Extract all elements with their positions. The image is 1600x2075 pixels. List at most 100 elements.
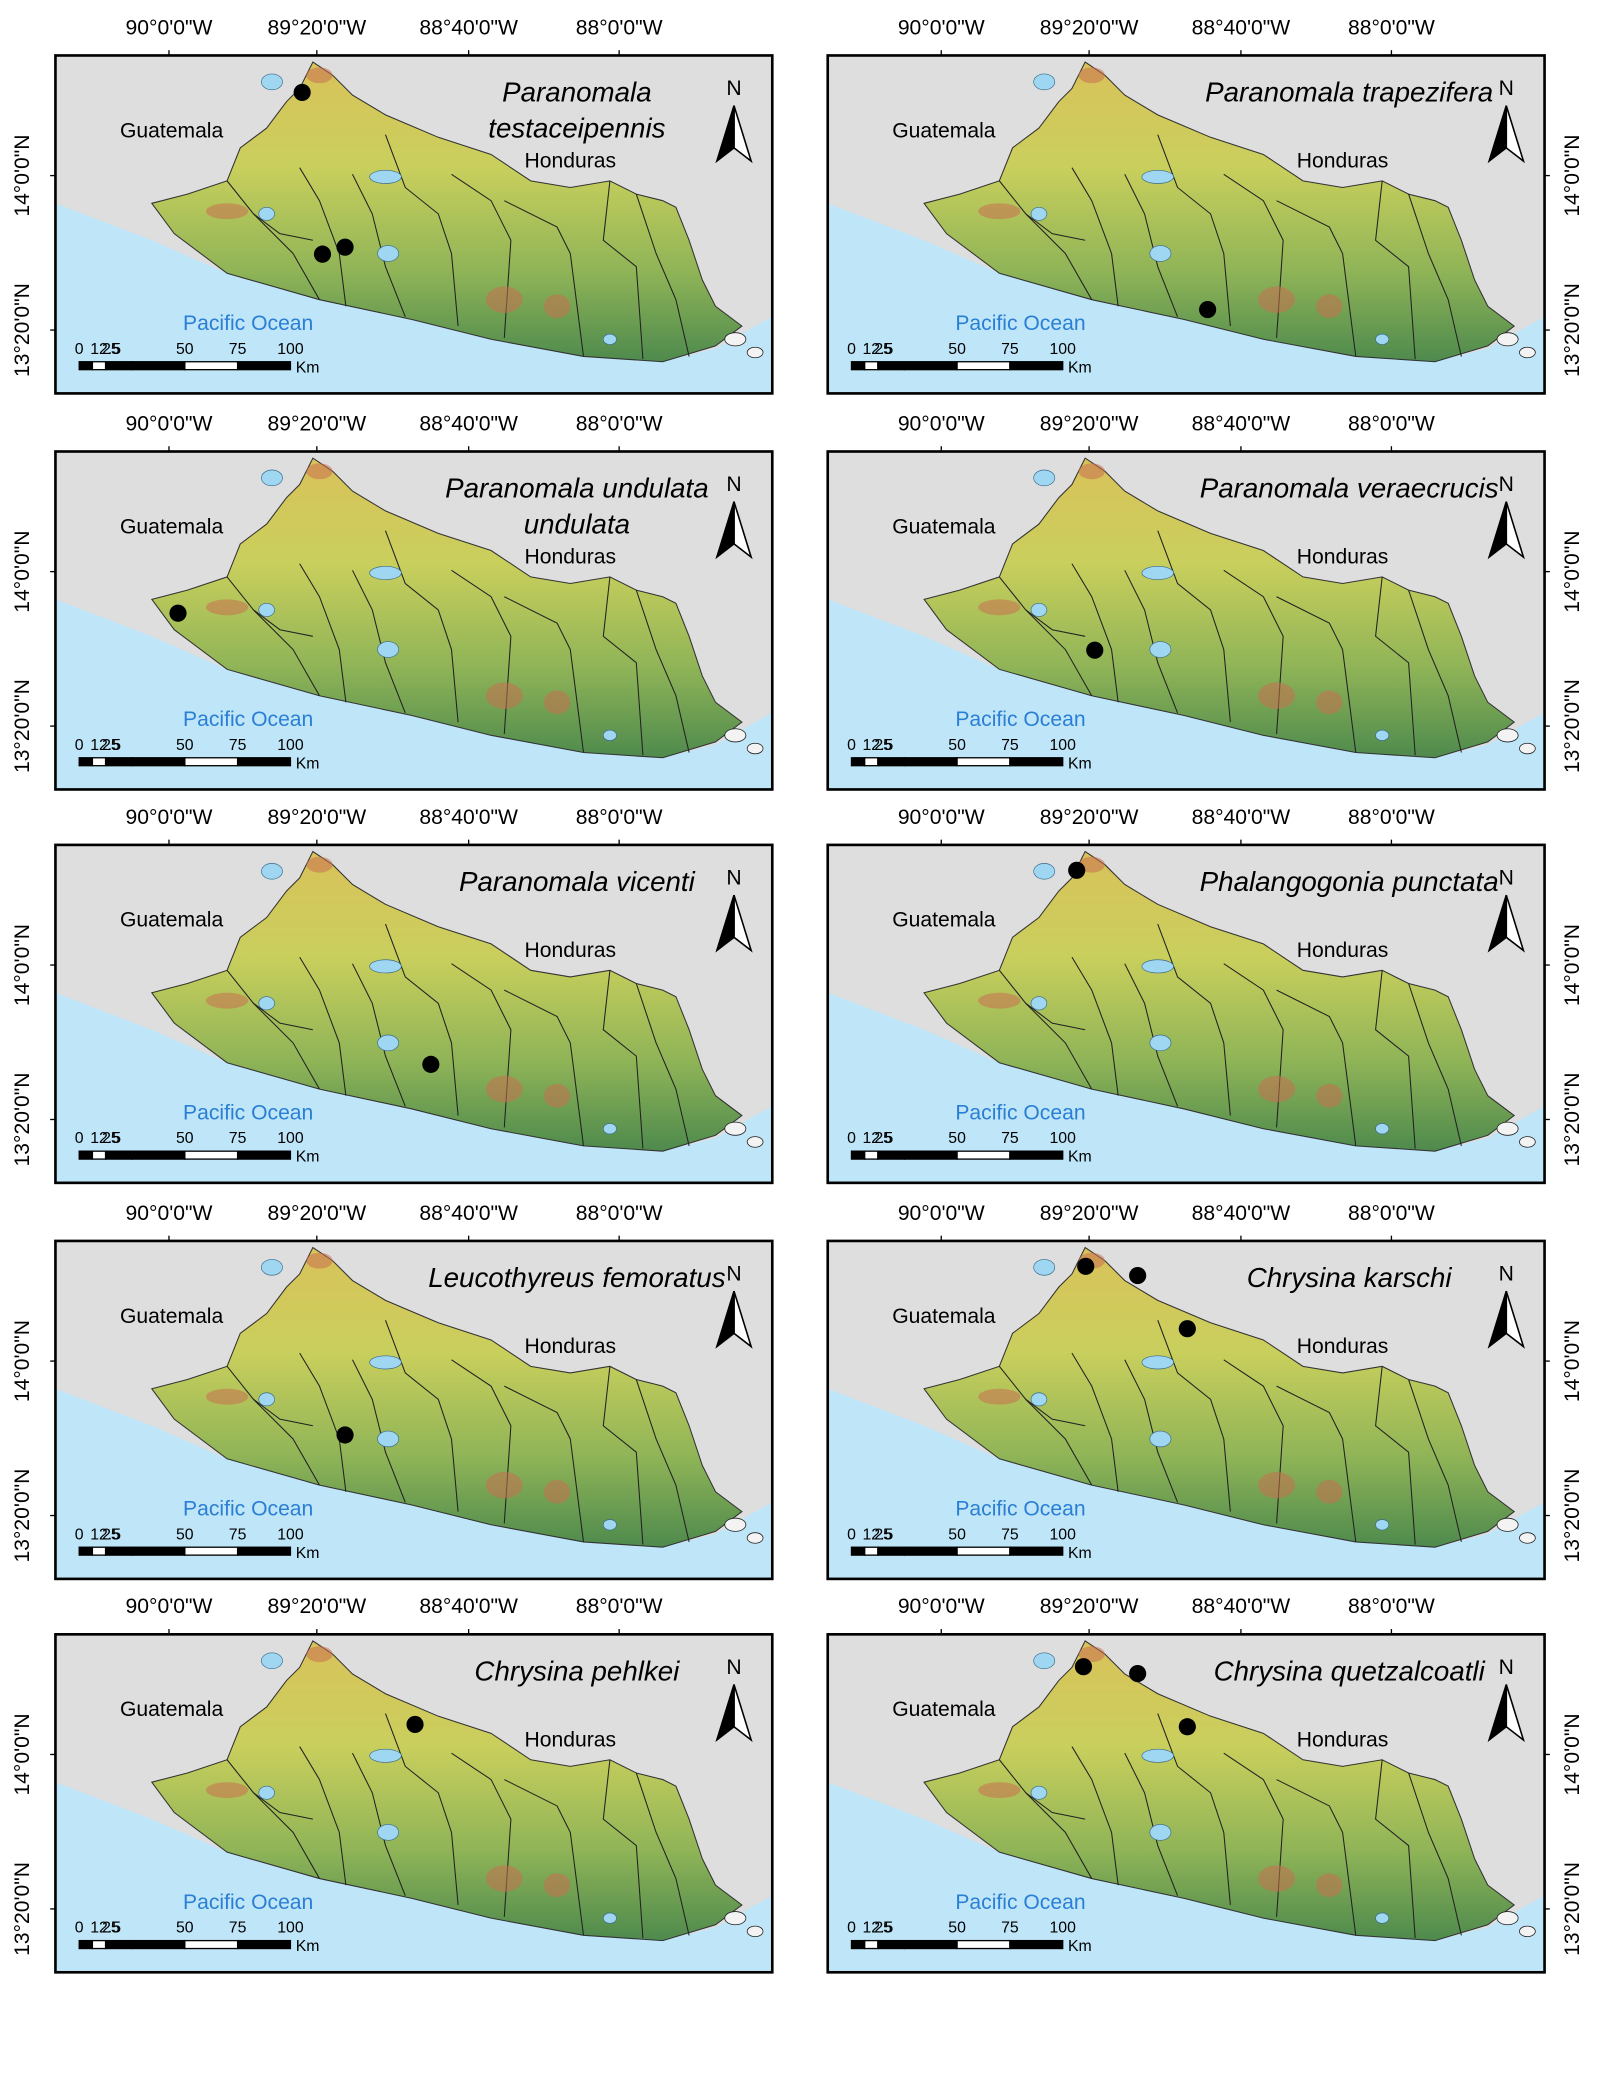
record-point [313, 245, 332, 263]
scale-segment [91, 1150, 107, 1160]
lon-label: 88°40'0"W [419, 806, 518, 829]
lat-label: 13°20'0"N [1561, 283, 1584, 377]
scale-segment [236, 1546, 292, 1556]
scale-segment [184, 1546, 239, 1556]
panel-frame [826, 1239, 1546, 1581]
north-label: N [726, 1656, 741, 1679]
lon-label: 90°0'0"W [126, 16, 213, 39]
ocean-label: Pacific Ocean [183, 1498, 313, 1521]
scale-label: 25 [102, 1920, 120, 1937]
lon-label: 88°0'0"W [1348, 16, 1435, 39]
place-label: Guatemala [120, 119, 224, 142]
scale-segment [104, 1546, 133, 1556]
lon-label: 89°20'0"W [268, 1595, 367, 1618]
north-arrow [715, 1290, 735, 1349]
lon-label: 88°40'0"W [419, 412, 518, 435]
place-label: Honduras [1297, 1335, 1389, 1358]
lat-label: 13°20'0"N [11, 679, 34, 773]
lat-label: 13°20'0"N [1561, 1469, 1584, 1563]
lon-label: 88°0'0"W [576, 1202, 663, 1225]
scale-segment [1009, 1546, 1064, 1556]
scale-label: 50 [948, 737, 966, 754]
scale-segment [850, 1939, 866, 1950]
map-panel: 90°0'0"W 89°20'0"W 88°40'0"W 88°0'0"W 14°0'0… [826, 16, 1584, 395]
scale-label: 50 [176, 1920, 194, 1937]
north-arrow [1487, 501, 1508, 560]
place-label: Honduras [1297, 546, 1389, 569]
map-panel: 90°0'0"W 89°20'0"W 88°40'0"W 88°0'0"W 14°0'0… [11, 16, 774, 395]
panel-frame [826, 1633, 1546, 1974]
place-label: Honduras [525, 939, 617, 962]
lon-label: 90°0'0"W [126, 412, 213, 435]
scale-label: 0 [847, 1526, 856, 1543]
lat-label: 13°20'0"N [11, 1469, 34, 1563]
map-panel: 90°0'0"W 89°20'0"W 88°40'0"W 88°0'0"W 14°0'0… [11, 806, 774, 1185]
scale-segment [877, 361, 905, 371]
lat-label: 13°20'0"N [1561, 679, 1584, 773]
north-label: N [1499, 473, 1514, 496]
lon-label: 88°0'0"W [1348, 806, 1435, 829]
lat-label: 13°20'0"N [11, 283, 34, 377]
scale-segment [184, 1150, 239, 1160]
scale-segment [78, 757, 94, 767]
place-label: Guatemala [120, 1305, 224, 1328]
north-label: N [726, 77, 741, 100]
scale-label: 12.5 [90, 341, 121, 358]
scale-segment [131, 1150, 186, 1160]
scale-label: 100 [1049, 341, 1076, 358]
scale-label: 25 [102, 1526, 120, 1543]
scale-segment [91, 1546, 107, 1556]
scale-segment [956, 1150, 1011, 1160]
scale-segment [850, 757, 866, 767]
lon-label: 89°20'0"W [1040, 1202, 1139, 1225]
scale-label: 50 [176, 1526, 194, 1543]
map-panel: 90°0'0"W 89°20'0"W 88°40'0"W 88°0'0"W 14°0'0… [11, 1595, 774, 1974]
place-label: Guatemala [120, 909, 224, 932]
species-title: Paranomala undulata [445, 473, 709, 504]
lon-label: 88°40'0"W [1192, 16, 1291, 39]
north-arrow [715, 105, 735, 164]
record-point [1199, 301, 1217, 319]
north-arrow [1487, 1290, 1508, 1349]
scale-label: 50 [176, 341, 194, 358]
scale-label: 0 [847, 1130, 856, 1147]
lat-label: 14°0'0"N [1561, 1320, 1584, 1402]
lat-label: 14°0'0"N [1561, 531, 1584, 613]
species-title: Paranomala veraecrucis [1200, 473, 1499, 504]
scale-unit: Km [1068, 1149, 1092, 1166]
scale-segment [850, 361, 866, 371]
scale-segment [864, 1150, 879, 1160]
lon-label: 88°40'0"W [1192, 1595, 1291, 1618]
scale-label: 12.5 [862, 1130, 893, 1147]
record-point [422, 1055, 440, 1073]
lat-label: 14°0'0"N [11, 1320, 34, 1402]
scale-label: 100 [277, 1526, 304, 1543]
scale-label: 0 [75, 341, 84, 358]
scale-segment [956, 1939, 1011, 1950]
north-label: N [1499, 867, 1514, 890]
north-arrow [715, 1684, 735, 1743]
lat-label: 13°20'0"N [1561, 1073, 1584, 1167]
lon-label: 88°0'0"W [1348, 1595, 1435, 1618]
scale-segment [78, 1150, 94, 1160]
scale-segment [864, 757, 879, 767]
scale-unit: Km [1068, 755, 1092, 772]
scale-label: 75 [229, 1920, 247, 1937]
scale-segment [131, 1546, 186, 1556]
scale-label: 75 [1001, 1526, 1019, 1543]
scale-label: 25 [102, 341, 120, 358]
scale-unit: Km [1068, 1545, 1092, 1562]
species-title: Paranomala trapezifera [1205, 77, 1493, 108]
scale-label: 0 [847, 1920, 856, 1937]
scale-label: 0 [847, 341, 856, 358]
north-label: N [726, 473, 741, 496]
scale-label: 100 [277, 1130, 304, 1147]
scale-segment [903, 757, 958, 767]
scale-label: 75 [1001, 1920, 1019, 1937]
lon-label: 89°20'0"W [1040, 412, 1139, 435]
scale-segment [877, 1546, 905, 1556]
scale-segment [91, 1939, 107, 1950]
scale-segment [956, 361, 1011, 371]
scale-label: 12.5 [90, 1130, 121, 1147]
